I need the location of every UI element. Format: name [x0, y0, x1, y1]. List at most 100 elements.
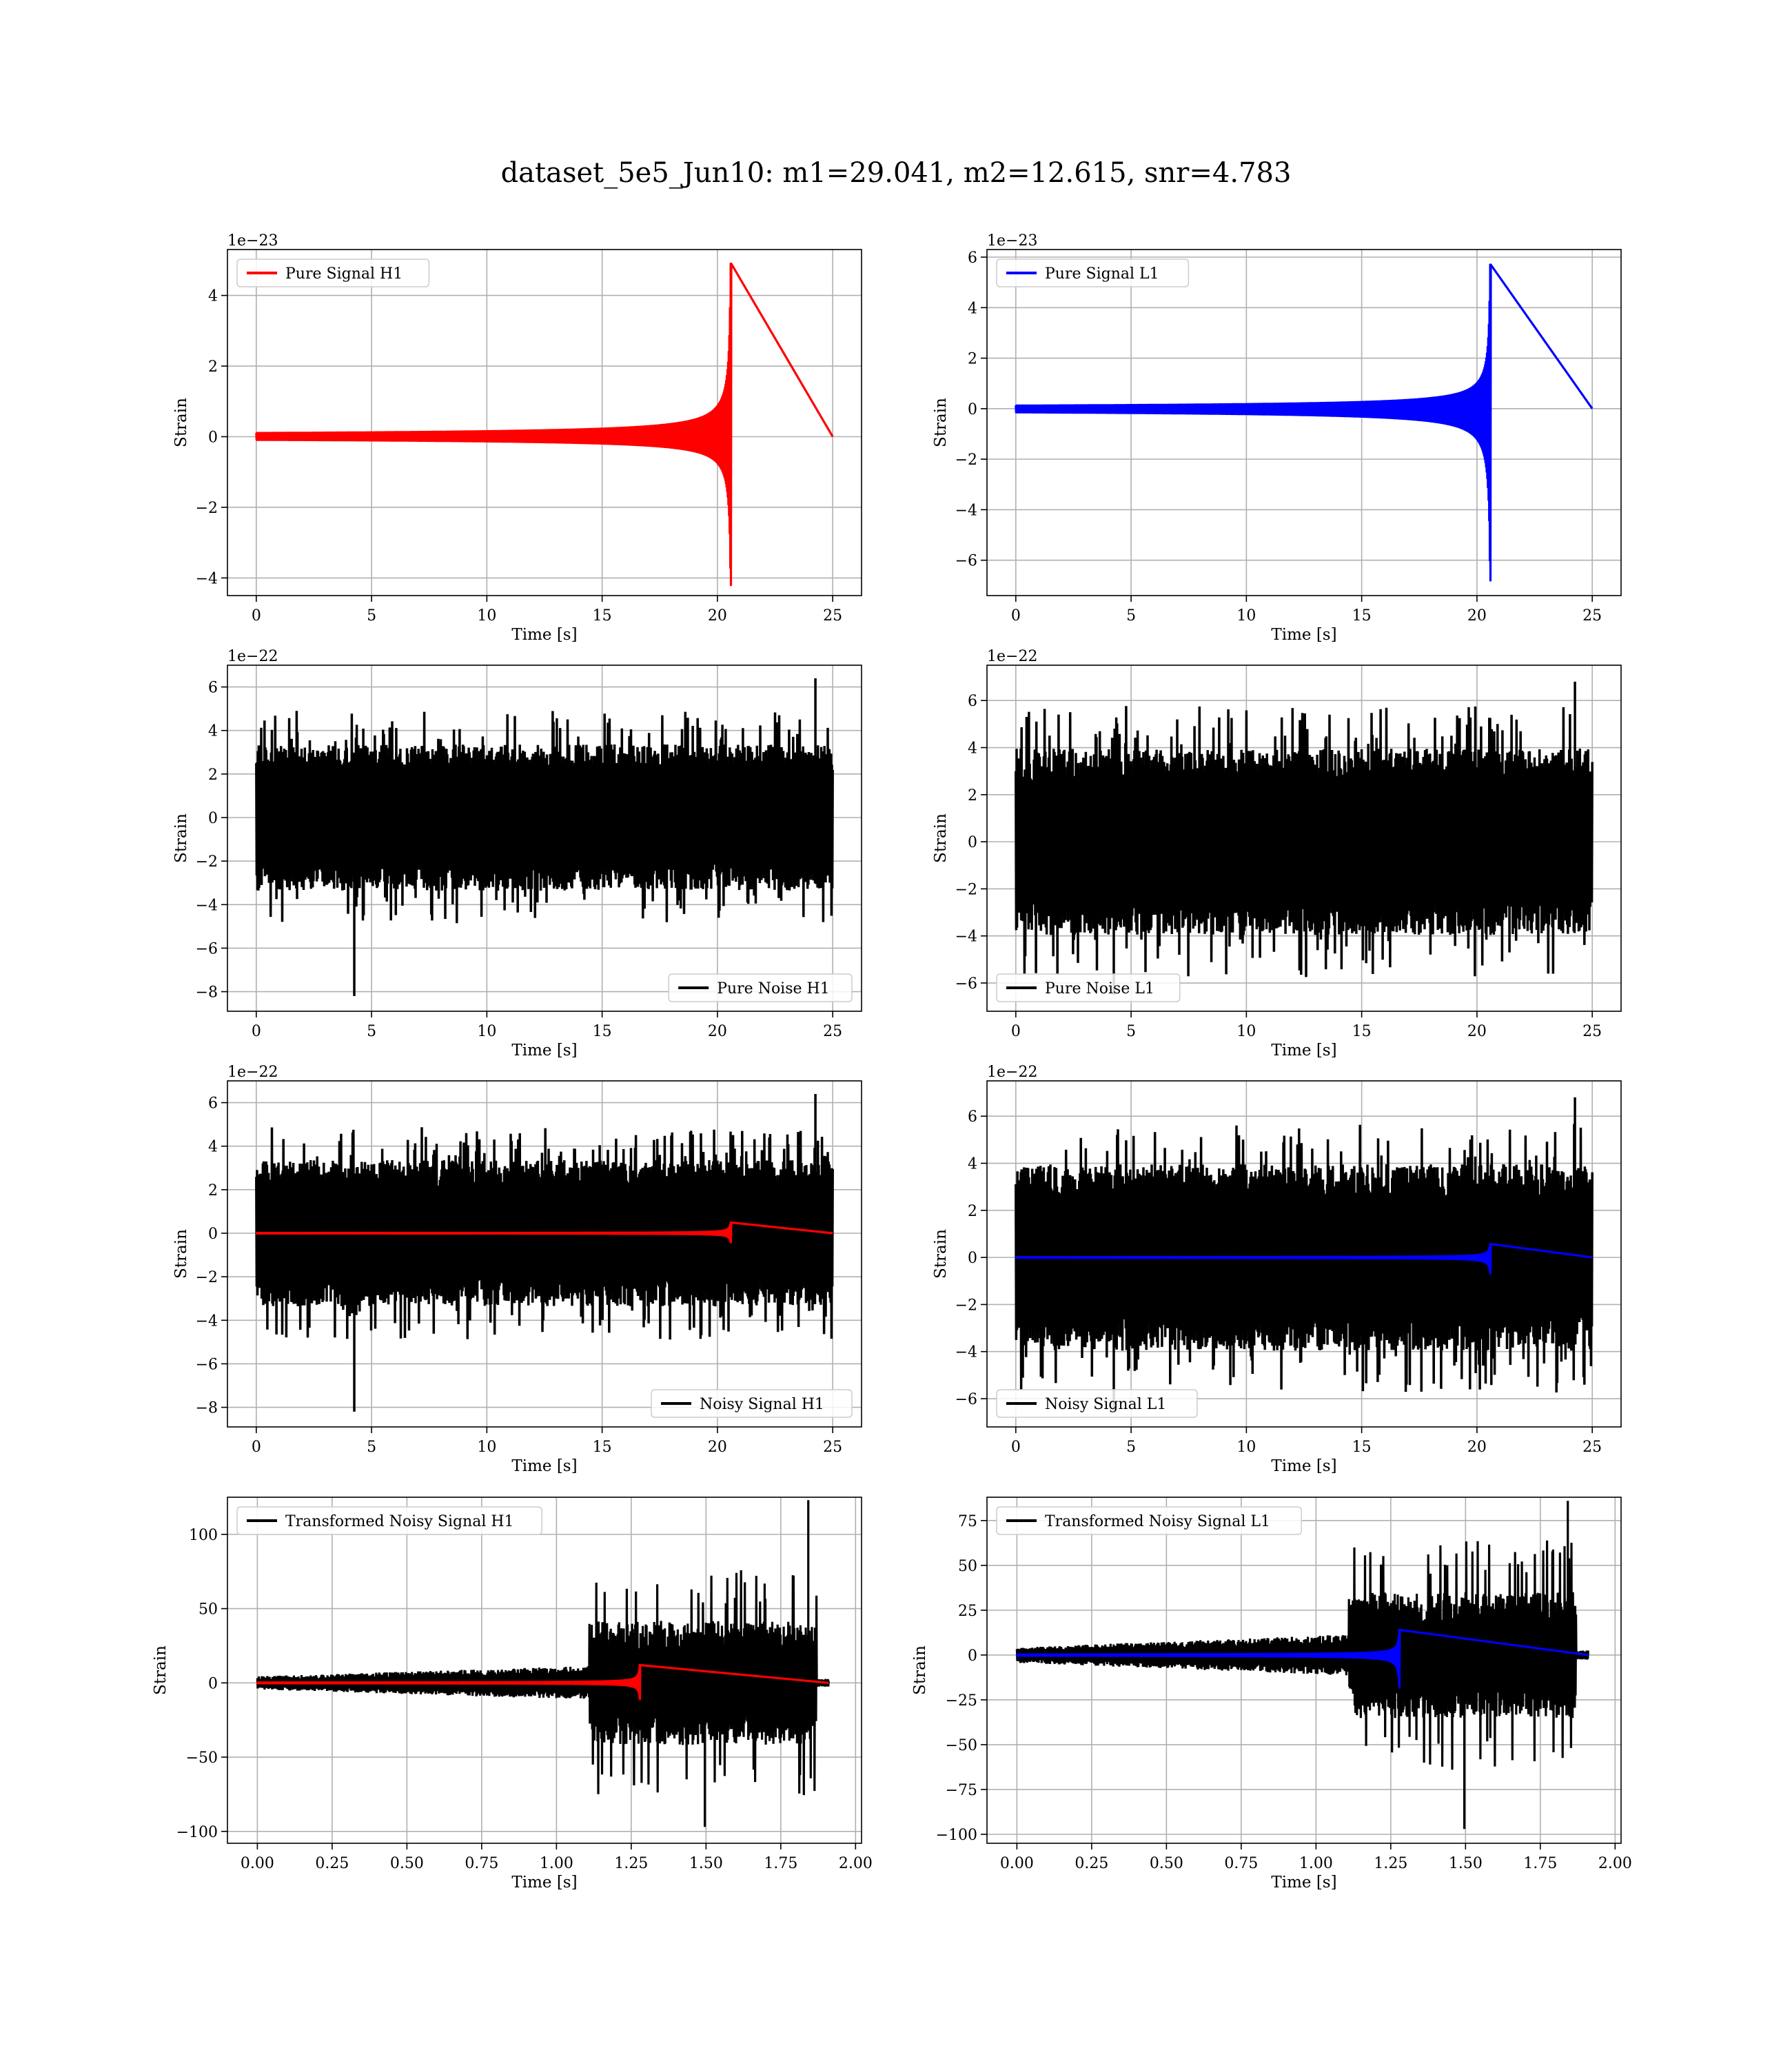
series-line [256, 1663, 829, 1701]
y-axis-label: Strain [172, 813, 190, 863]
y-tick-label: −2 [955, 1297, 977, 1314]
legend-label: Pure Noise H1 [717, 980, 830, 997]
x-tick-label: 25 [823, 1023, 842, 1040]
x-tick-label: 15 [593, 607, 612, 625]
axis-offset-text: 1e−23 [987, 232, 1037, 250]
series-line [255, 262, 834, 587]
x-tick-label: 0 [252, 1439, 261, 1456]
y-tick-label: −4 [196, 1312, 218, 1330]
x-tick-label: 0.25 [1075, 1855, 1108, 1872]
axes-frame [227, 665, 862, 1012]
x-axis-label: Time [s] [511, 1874, 577, 1892]
y-tick-label: −4 [196, 897, 218, 914]
axis-offset-text: 1e−22 [987, 648, 1037, 665]
plot-area [1015, 263, 1594, 582]
x-tick-label: 5 [1126, 607, 1136, 625]
x-tick-label: 25 [1582, 1439, 1602, 1456]
y-tick-label: −6 [196, 1356, 218, 1373]
y-tick-label: 0 [208, 1226, 218, 1243]
legend: Transformed Noisy Signal H1 [236, 1506, 542, 1535]
y-tick-label: 2 [968, 1203, 977, 1220]
x-tick-label: 15 [593, 1439, 612, 1456]
y-tick-label: 0 [208, 429, 218, 446]
chart-pure-noise-h1: 0 5 10 15 20 25 −8 −6 −4 −2 0 2 4 6 Time [s] Strain 1e−2… [172, 648, 862, 1060]
y-tick-label: −2 [196, 1269, 218, 1286]
y-tick-label: 6 [208, 680, 218, 697]
legend-label: Pure Signal H1 [285, 265, 403, 283]
x-tick-label: 0 [1011, 607, 1021, 625]
x-tick-label: 20 [1467, 1023, 1487, 1040]
y-tick-label: 6 [968, 1108, 977, 1126]
plot-area [255, 678, 834, 996]
y-axis-label: Strain [932, 1229, 950, 1279]
y-tick-label: −6 [196, 940, 218, 957]
legend: Transformed Noisy Signal L1 [996, 1506, 1302, 1535]
x-tick-label: 2.00 [839, 1855, 873, 1872]
axes-frame [986, 665, 1622, 1012]
x-tick-label: 1.25 [1374, 1855, 1407, 1872]
y-tick-label: 0 [968, 1250, 977, 1267]
x-tick-label: 1.25 [614, 1855, 648, 1872]
series-line [1015, 1243, 1593, 1275]
chart-noisy-signal-l1: 0 5 10 15 20 25 −6 −4 −2 0 2 4 6 Time [s] Strain 1e−22 N… [932, 1064, 1622, 1475]
legend: Pure Signal H1 [236, 258, 430, 287]
x-tick-label: 25 [1582, 1023, 1602, 1040]
x-tick-label: 10 [477, 1023, 496, 1040]
y-tick-label: −8 [196, 1400, 218, 1417]
legend-box [996, 1506, 1302, 1535]
plot-area [256, 1500, 830, 1827]
x-tick-label: 10 [477, 607, 496, 625]
y-tick-label: 6 [968, 250, 977, 267]
y-axis-label: Strain [932, 813, 950, 863]
axes-frame [227, 1497, 862, 1844]
x-tick-label: 0 [252, 607, 261, 625]
x-tick-label: 5 [367, 1023, 376, 1040]
plot-area [1015, 681, 1594, 995]
y-tick-label: 4 [208, 288, 218, 305]
y-tick-label: −4 [955, 502, 977, 519]
legend: Noisy Signal L1 [996, 1389, 1198, 1418]
y-tick-label: −2 [196, 500, 218, 517]
x-axis-label: Time [s] [1271, 1042, 1336, 1060]
x-tick-label: 1.00 [1299, 1855, 1333, 1872]
y-tick-label: −25 [946, 1692, 977, 1710]
axes-frame [986, 1497, 1622, 1844]
x-tick-label: 25 [823, 1439, 842, 1456]
x-tick-label: 1.00 [540, 1855, 573, 1872]
legend-box [668, 973, 853, 1002]
legend-box [996, 258, 1190, 287]
y-tick-label: −6 [955, 553, 977, 570]
x-tick-label: 10 [1236, 607, 1256, 625]
x-tick-label: 1.75 [1523, 1855, 1557, 1872]
legend: Pure Noise H1 [668, 973, 853, 1002]
x-tick-label: 15 [1352, 607, 1372, 625]
y-tick-label: 4 [968, 740, 977, 758]
y-tick-label: −100 [936, 1827, 977, 1844]
y-axis-label: Strain [172, 398, 190, 447]
x-tick-label: 10 [477, 1439, 496, 1456]
series-line [1015, 1540, 1589, 1770]
legend-box [996, 973, 1181, 1002]
x-tick-label: 15 [1352, 1439, 1372, 1456]
x-tick-label: 20 [708, 1023, 727, 1040]
x-axis-label: Time [s] [511, 1457, 577, 1475]
y-tick-label: −4 [955, 1344, 977, 1361]
x-axis-label: Time [s] [1271, 1874, 1336, 1892]
y-tick-label: 0 [208, 1675, 218, 1692]
x-tick-label: 0.00 [1000, 1855, 1034, 1872]
y-tick-label: 6 [208, 1095, 218, 1113]
legend-label: Transformed Noisy Signal L1 [1045, 1513, 1270, 1530]
y-axis-label: Strain [911, 1645, 929, 1695]
x-axis-label: Time [s] [511, 626, 577, 644]
axis-offset-text: 1e−22 [227, 648, 278, 665]
y-tick-label: 0 [968, 401, 977, 418]
x-tick-label: 5 [367, 607, 376, 625]
x-tick-label: 1.50 [1449, 1855, 1483, 1872]
y-tick-label: 4 [968, 1156, 977, 1173]
axis-offset-text: 1e−22 [227, 1064, 278, 1081]
chart-pure-noise-l1: 0 5 10 15 20 25 −6 −4 −2 0 2 4 6 Time [s] Strain 1e−22 P… [932, 648, 1622, 1060]
x-tick-label: 20 [708, 1439, 727, 1456]
x-tick-label: 10 [1236, 1023, 1256, 1040]
y-tick-label: −50 [946, 1737, 977, 1754]
